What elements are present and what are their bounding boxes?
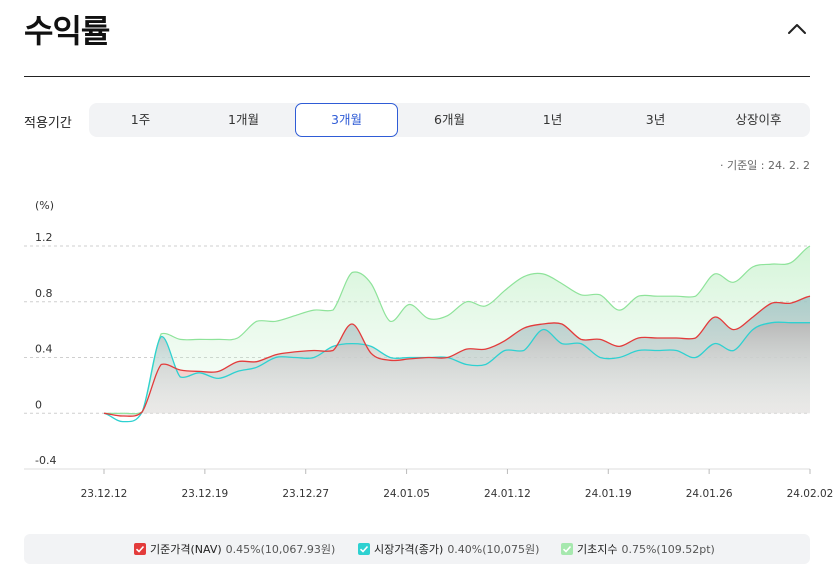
y-tick-label: 0.8 [35,287,53,300]
y-tick-label: 0 [35,398,42,411]
x-tick-label: 24.02.02 [787,488,834,500]
legend-name-index: 기초지수 [577,543,618,556]
y-axis-unit: (%) [35,199,54,212]
section-header: 수익률 [24,0,810,77]
tab-1w[interactable]: 1주 [130,112,151,127]
x-tick-label: 24.01.12 [484,488,531,500]
y-tick-label: 0.4 [35,343,53,356]
period-tabs: 1주 1개월 3개월 6개월 1년 3년 상장이후 [89,103,810,137]
period-selector: 적용기간 1주 1개월 3개월 6개월 1년 3년 상장이후 [24,103,810,137]
return-chart: (%) 1.2 0.8 0.4 0 -0.4 23.12.12 23.12.19 23.12.… [24,199,834,500]
legend-value-market: 0.40%(10,075원) [447,543,540,556]
chart-legend: 기준가격(NAV) 0.45%(10,067.93원) 시장가격(종가) 0.40%… [24,534,810,564]
area-market [104,322,810,422]
x-tick-label: 24.01.05 [383,488,430,500]
chevron-up-icon [788,24,806,34]
tab-1m[interactable]: 1개월 [228,112,259,127]
legend-name-market: 시장가격(종가) [374,543,444,556]
check-icon [134,543,146,555]
series-line-nav [103,295,811,417]
check-icon [561,543,573,555]
x-tick-label: 23.12.12 [81,488,128,500]
tab-6m[interactable]: 6개월 [434,112,465,127]
x-tick-label: 24.01.19 [585,488,632,500]
legend-value-nav: 0.45%(10,067.93원) [225,543,336,556]
series-line-index [103,245,811,415]
x-tick-label: 23.12.19 [181,488,228,500]
period-label: 적용기간 [24,116,72,131]
y-tick-label: 1.2 [35,231,53,244]
legend-item-market[interactable]: 시장가격(종가) 0.40%(10,075원) [358,541,539,557]
tab-3m[interactable]: 3개월 [295,103,398,137]
x-tick-label: 24.01.26 [686,488,733,500]
tab-1y[interactable]: 1년 [542,112,563,127]
tab-since-listing[interactable]: 상장이후 [735,112,782,127]
legend-name-nav: 기준가격(NAV) [150,543,222,556]
series-line-market [103,321,810,423]
x-tick-label: 23.12.27 [282,488,329,500]
tab-3y[interactable]: 3년 [645,112,666,127]
legend-value-index: 0.75%(109.52pt) [621,543,715,556]
base-date: · 기준일 : 24. 2. 2 [719,159,810,172]
page-title: 수익률 [24,12,110,50]
y-tick-label: -0.4 [35,454,56,467]
collapse-button[interactable] [786,18,808,40]
legend-item-nav[interactable]: 기준가격(NAV) 0.45%(10,067.93원) [134,541,335,557]
check-icon [358,543,370,555]
legend-item-index[interactable]: 기초지수 0.75%(109.52pt) [561,541,715,557]
